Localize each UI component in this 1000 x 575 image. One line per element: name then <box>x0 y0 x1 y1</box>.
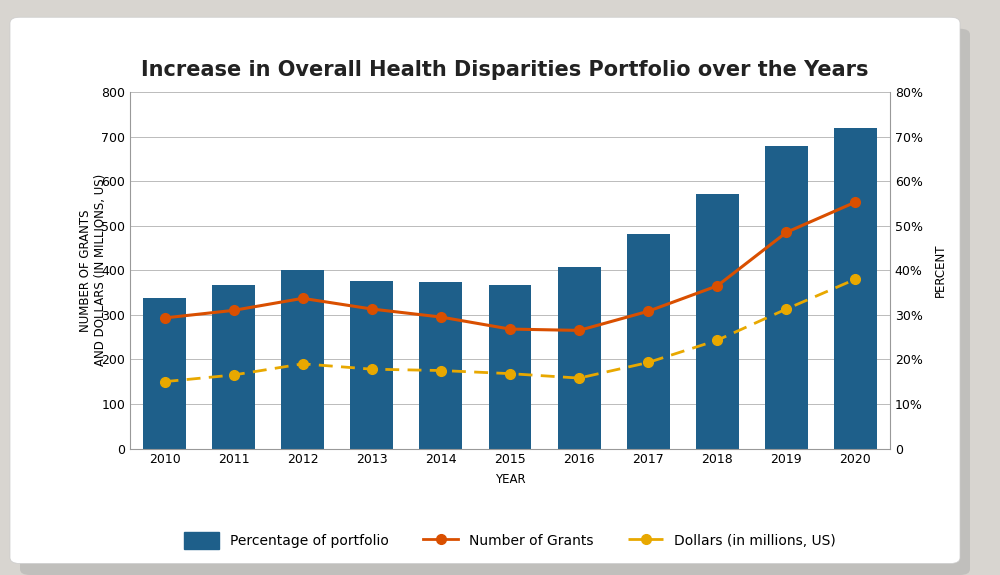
X-axis label: YEAR: YEAR <box>495 473 525 486</box>
Bar <box>212 285 255 448</box>
Bar <box>489 285 531 448</box>
Bar <box>143 298 186 448</box>
Bar <box>834 128 877 448</box>
Bar <box>281 270 324 448</box>
Bar <box>627 233 670 448</box>
Y-axis label: PERCENT: PERCENT <box>934 243 947 297</box>
Bar <box>696 194 739 448</box>
Y-axis label: NUMBER OF GRANTS
AND DOLLARS (IN MILLIONS, US): NUMBER OF GRANTS AND DOLLARS (IN MILLION… <box>79 174 107 366</box>
Bar <box>558 267 601 448</box>
Bar <box>350 281 393 448</box>
Bar <box>419 282 462 448</box>
FancyBboxPatch shape <box>10 17 960 564</box>
Text: Increase in Overall Health Disparities Portfolio over the Years: Increase in Overall Health Disparities P… <box>141 60 869 81</box>
Legend: Percentage of portfolio, Number of Grants, Dollars (in millions, US): Percentage of portfolio, Number of Grant… <box>184 532 836 549</box>
Bar <box>765 147 808 448</box>
FancyBboxPatch shape <box>20 29 970 575</box>
